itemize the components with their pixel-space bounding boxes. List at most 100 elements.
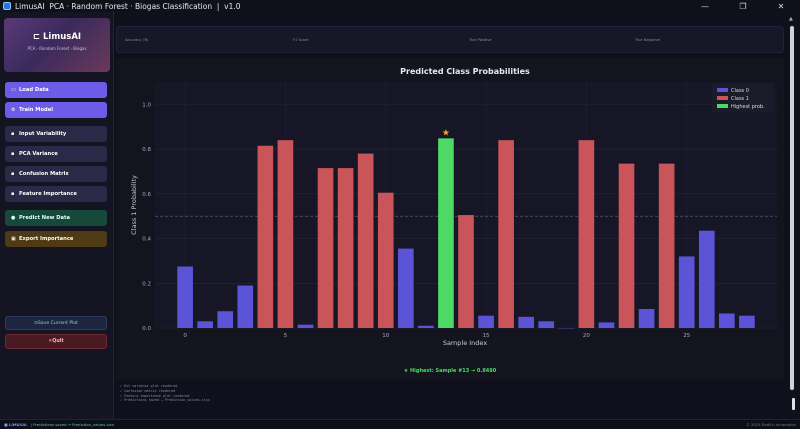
- grid-icon: ▪: [11, 171, 15, 177]
- bar-sample-10: [377, 192, 394, 328]
- metric-f1: F1 Score: [293, 38, 309, 42]
- x-tick-label: 25: [683, 333, 690, 339]
- train-model-button[interactable]: ⚙ Train Model: [5, 102, 107, 118]
- y-tick-label: 0.2: [142, 281, 151, 287]
- x-tick-label: 10: [382, 333, 389, 339]
- status-message: | Predictions saved → Prediction_values.…: [30, 422, 114, 427]
- bar-sample-25: [678, 256, 695, 328]
- predict-new-data-button[interactable]: ● Predict New Data: [5, 210, 107, 226]
- bar-sample-3: [237, 285, 254, 328]
- bar-sample-6: [297, 324, 314, 328]
- bar-sample-1: [197, 321, 213, 328]
- save-plot-button[interactable]: ⊙ Save Current Plot: [5, 316, 107, 330]
- minimize-button[interactable]: —: [701, 1, 709, 11]
- brand-title: ⊏ LimusAI: [32, 32, 82, 42]
- legend-swatch-class1: [717, 96, 728, 100]
- y-tick-label: 0.4: [142, 237, 151, 243]
- bar-sample-0: [177, 266, 193, 328]
- bar-sample-27: [719, 313, 735, 328]
- bar-sample-8: [337, 168, 354, 328]
- x-tick-label: 20: [583, 333, 590, 339]
- bar-sample-22: [618, 163, 635, 328]
- x-tick-label: 5: [284, 333, 288, 339]
- scroll-up-icon[interactable]: ▲: [789, 16, 793, 22]
- legend: Class 0 Class 1 Highest prob.: [712, 84, 774, 112]
- bar-sample-12: [418, 325, 434, 328]
- bar-sample-26: [698, 230, 715, 328]
- log-scrollbar-thumb[interactable]: [792, 398, 795, 410]
- save-icon: ⊙: [34, 320, 38, 326]
- maximize-button[interactable]: ❐: [739, 1, 747, 11]
- app-name: LimusAI: [15, 1, 45, 11]
- legend-swatch-highest: [717, 104, 728, 108]
- bar-sample-7: [317, 168, 334, 328]
- bar-sample-24: [658, 163, 675, 328]
- input-variability-button[interactable]: ▪ Input Variability: [5, 126, 107, 142]
- chart-title: Predicted Class Probabilities: [400, 67, 530, 76]
- metric-accuracy: Accuracy (Te.: [125, 38, 149, 42]
- log-line: ✓ Predictions saved → Prediction_values.…: [120, 398, 210, 403]
- bar-sample-17: [518, 316, 535, 328]
- status-copyright: © 2025 RadSci Innovation: [745, 422, 796, 427]
- bar-sample-18: [538, 321, 555, 328]
- x-tick-label: 0: [183, 333, 187, 339]
- bar-sample-28: [739, 315, 755, 328]
- export-icon: ▣: [11, 236, 16, 242]
- y-tick-label: 0.8: [142, 147, 151, 153]
- bar-sample-20: [578, 140, 595, 328]
- gear-icon: ⚙: [11, 107, 16, 113]
- close-button[interactable]: ✕: [777, 1, 785, 11]
- legend-label-class0: Class 0: [731, 88, 749, 94]
- legend-swatch-class0: [717, 88, 728, 92]
- metric-true-positive: True Positive: [469, 38, 492, 42]
- activity-log: ✓ Hit variance plot rendered ✓ Confusion…: [120, 384, 210, 403]
- y-axis-label: Class 1 Probability: [130, 175, 138, 235]
- chart-panel: Predicted Class Probabilities Sample Ind…: [116, 58, 784, 380]
- bar-sample-21: [598, 322, 615, 328]
- highest-sample-text: ★ Highest: Sample #13 → 0.8480: [403, 368, 497, 374]
- scrollbar-thumb[interactable]: [790, 26, 794, 390]
- folder-icon: ▭: [11, 87, 16, 93]
- bar-sample-2: [217, 311, 234, 328]
- feature-importance-button[interactable]: ▪ Feature Importance: [5, 186, 107, 202]
- sidebar: ⊏ LimusAI PCA · Random Forest · Biogas ▮…: [0, 12, 114, 429]
- brand-subtitle: PCA · Random Forest · Biogas: [27, 46, 87, 51]
- log-line: ✓ Hit variance plot rendered: [120, 384, 178, 388]
- x-tick-label: 15: [483, 333, 490, 339]
- legend-label-class1: Class 1: [731, 96, 749, 102]
- status-brand: ■ LIMUSAI: [4, 422, 27, 427]
- bar-sample-14: [458, 215, 474, 328]
- x-axis-label: Sample Index: [443, 339, 487, 347]
- y-tick-label: 1.0: [142, 102, 151, 108]
- log-line: ✓ Confusion matrix rendered: [120, 388, 176, 393]
- highest-star-icon: ★: [442, 128, 450, 138]
- load-data-button[interactable]: ▭ Load Data: [5, 82, 107, 98]
- log-line: ✓ Feature importance plot rendered: [120, 393, 190, 398]
- y-tick-label: 0.0: [142, 326, 151, 332]
- pca-variance-button[interactable]: ▪ PCA Variance: [5, 146, 107, 162]
- legend-label-highest: Highest prob.: [731, 104, 765, 110]
- bar-sample-15: [478, 315, 494, 328]
- window-title: PCA · Random Forest · Biogas Classificat…: [44, 1, 241, 11]
- bar-sample-5: [277, 140, 294, 328]
- chart-icon: ▪: [11, 131, 15, 137]
- metrics-bar: Accuracy (Te. F1 Score True Positive Tru…: [116, 26, 784, 53]
- bar-sample-23: [638, 308, 655, 328]
- bar-sample-4: [257, 145, 274, 328]
- bar-sample-9: [357, 153, 374, 328]
- bar-sample-16: [498, 140, 514, 328]
- metric-true-negative: True Negative: [635, 38, 660, 42]
- app-logo-icon: [3, 2, 11, 10]
- y-tick-label: 0.6: [142, 192, 151, 198]
- quit-button[interactable]: ✕ Quit: [5, 334, 107, 349]
- brand-logo-icon: ⊏: [32, 32, 44, 42]
- probability-chart: Predicted Class Probabilities Sample Ind…: [130, 67, 777, 347]
- bar-sample-11: [397, 248, 414, 328]
- target-icon: ●: [11, 215, 16, 221]
- list-icon: ▪: [11, 191, 15, 197]
- confusion-matrix-button[interactable]: ▪ Confusion Matrix: [5, 166, 107, 182]
- brand-card: ⊏ LimusAI PCA · Random Forest · Biogas: [4, 18, 110, 72]
- status-bar: ■ LIMUSAI | Predictions saved → Predicti…: [0, 419, 800, 429]
- vertical-scrollbar[interactable]: ▲: [788, 16, 796, 390]
- export-importance-button[interactable]: ▣ Export Importance: [5, 231, 107, 247]
